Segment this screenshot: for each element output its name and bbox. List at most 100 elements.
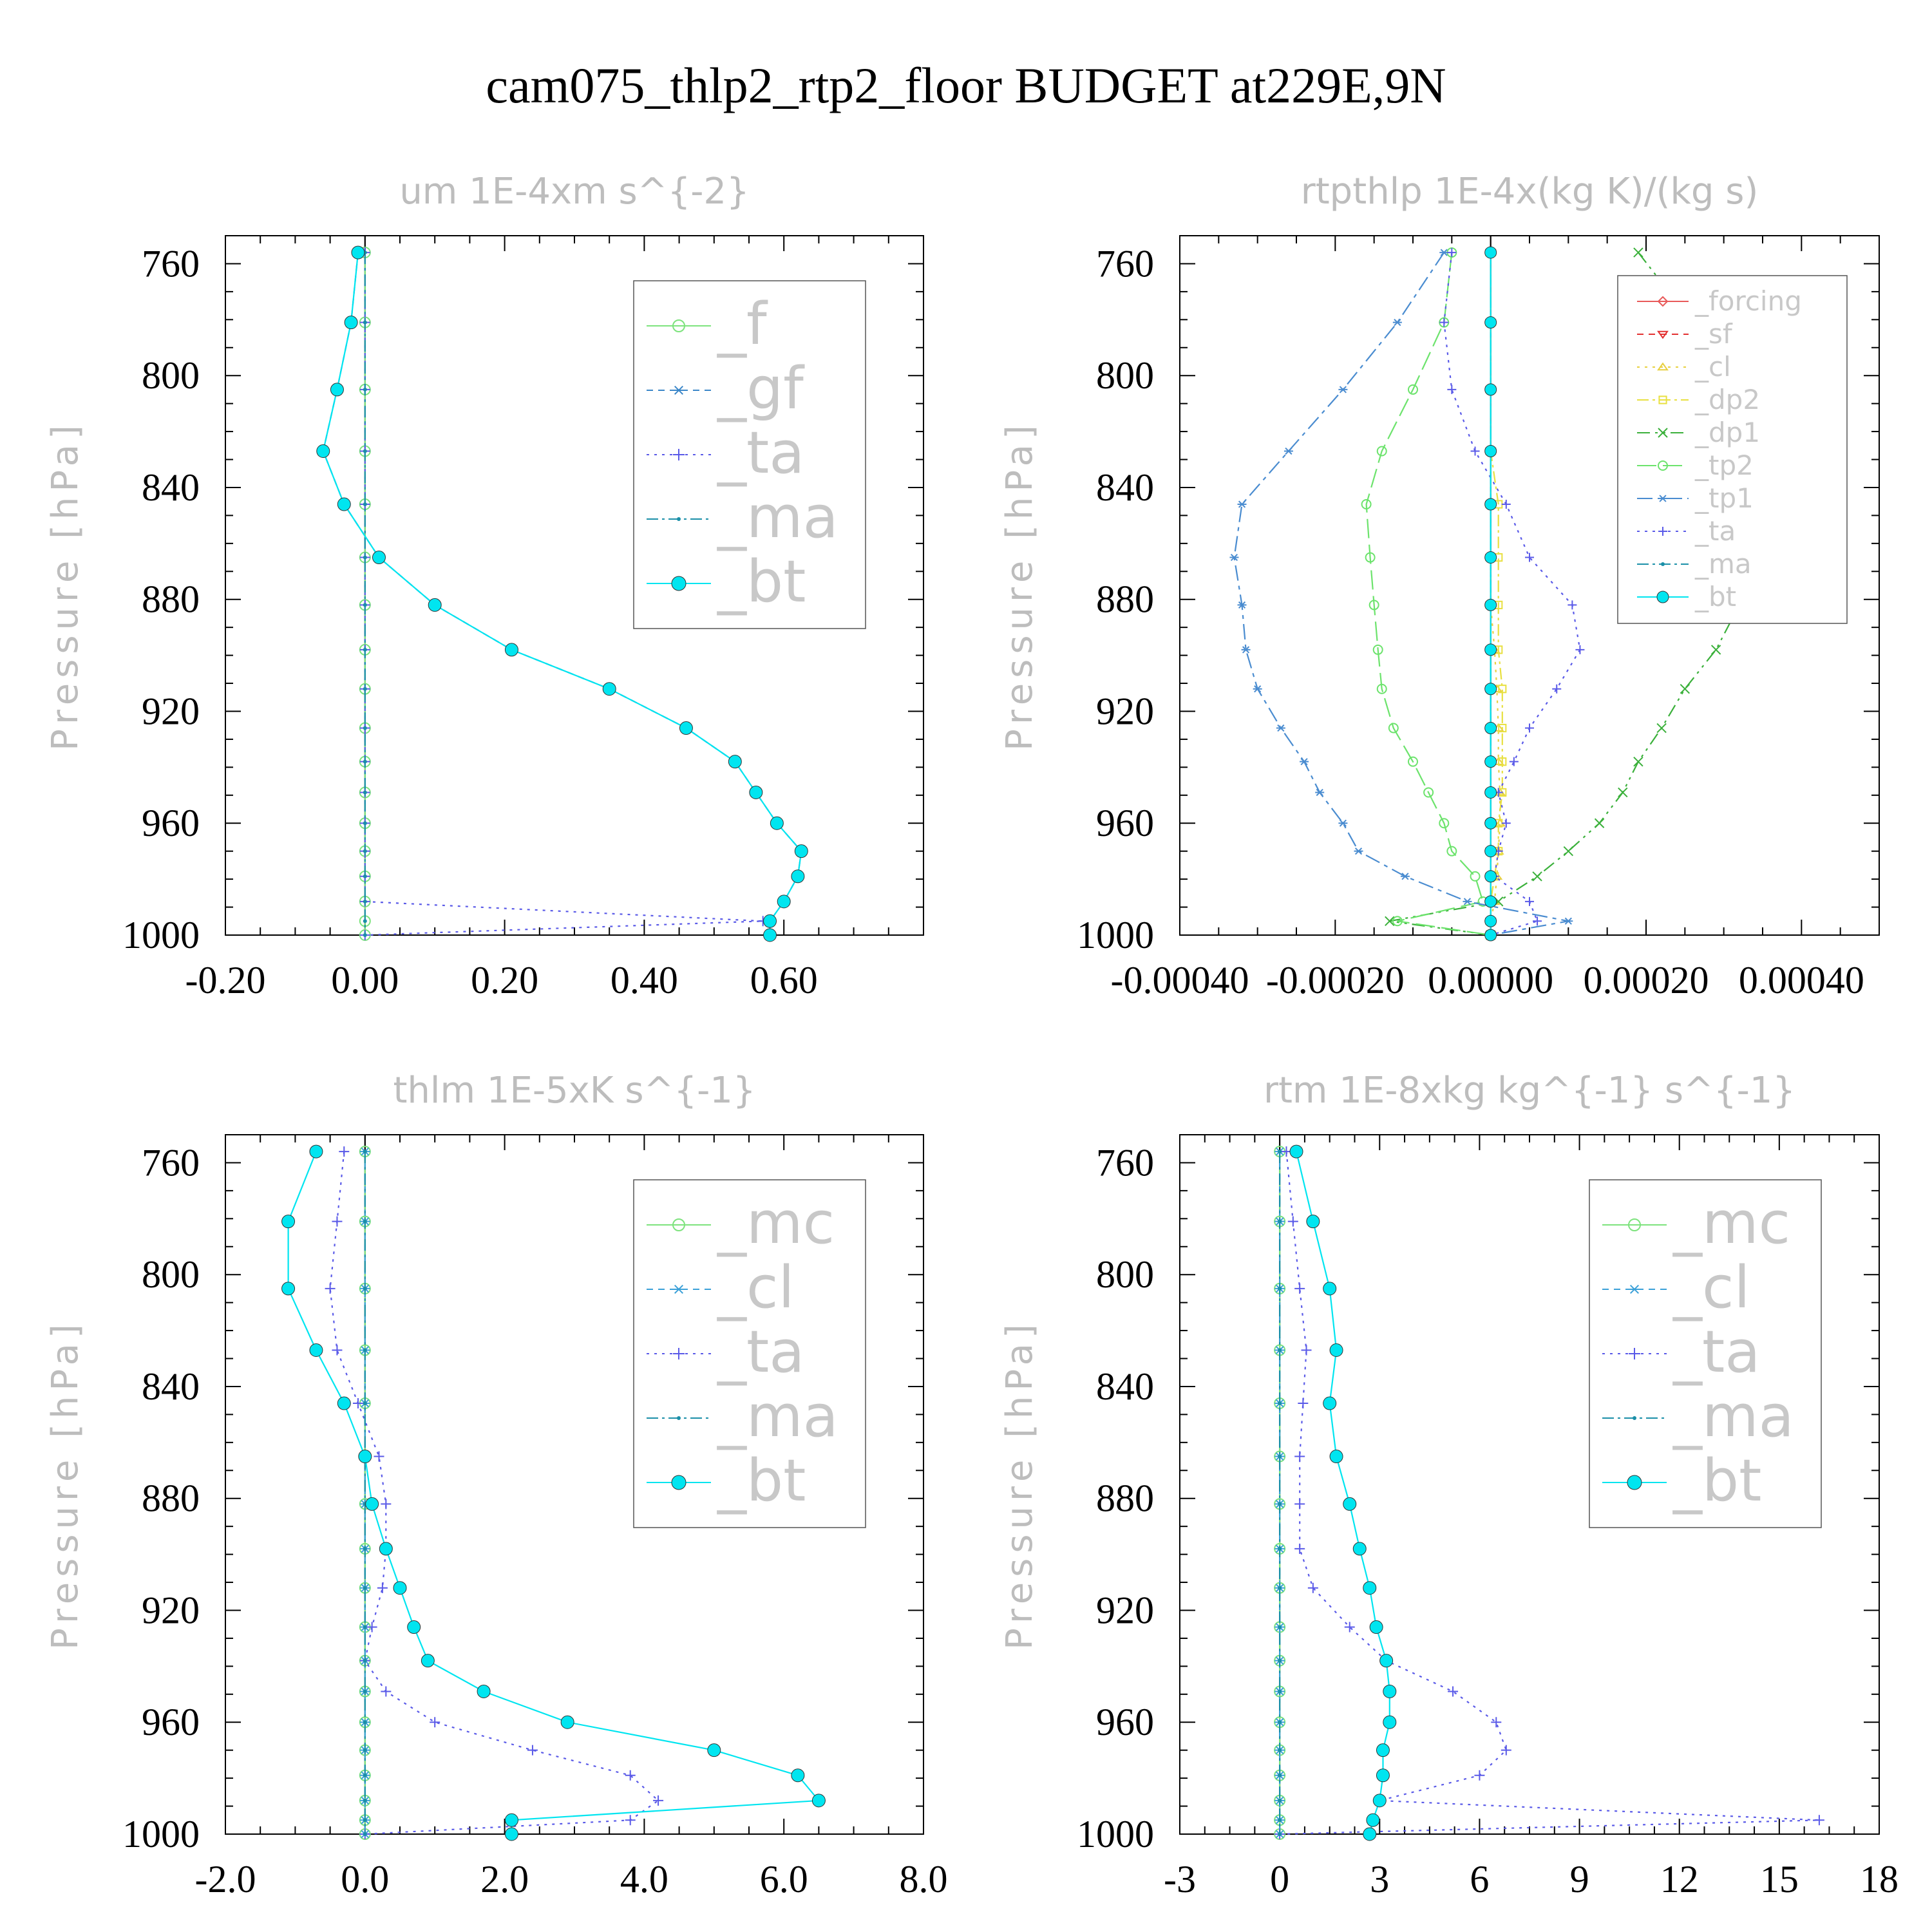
y-tick-label: 760 <box>142 1141 200 1184</box>
legend-marker <box>672 319 685 332</box>
data-point <box>407 1620 421 1634</box>
data-point <box>1278 1150 1282 1154</box>
legend-label: _ma <box>717 484 838 551</box>
y-axis-label: Pressure [hPa] <box>999 420 1041 751</box>
data-point <box>1253 685 1262 693</box>
legend-label: _mc <box>1672 1189 1790 1257</box>
data-point <box>1361 499 1372 510</box>
data-point <box>1525 723 1534 733</box>
data-point <box>358 1450 372 1464</box>
data-point <box>1369 1620 1383 1634</box>
data-point <box>1283 447 1293 455</box>
data-point <box>363 1720 367 1725</box>
data-point <box>1392 916 1403 927</box>
data-point <box>1323 1396 1337 1410</box>
legend-marker <box>1657 362 1669 371</box>
data-point <box>1408 384 1418 395</box>
data-point <box>1278 1720 1282 1725</box>
series-bt <box>1289 1144 1397 1841</box>
legend-marker <box>671 1475 687 1490</box>
data-point <box>1329 1343 1343 1357</box>
data-point <box>1532 871 1542 882</box>
data-point <box>1633 756 1643 767</box>
data-point <box>1484 817 1497 829</box>
data-point <box>363 1219 367 1224</box>
legend-label: _ta <box>717 1318 804 1386</box>
data-point <box>1315 788 1325 797</box>
data-point <box>1363 1581 1377 1595</box>
data-point <box>1300 758 1309 766</box>
x-tick-label: 0.00000 <box>1428 959 1553 1001</box>
data-point <box>1276 724 1285 732</box>
data-point <box>339 1146 350 1157</box>
data-point <box>1564 917 1573 925</box>
data-point <box>363 647 367 652</box>
data-point <box>1680 684 1690 694</box>
y-tick-label: 800 <box>1096 354 1154 397</box>
y-axis-label: Pressure [hPa] <box>44 420 86 751</box>
data-point <box>1372 644 1383 655</box>
legend-marker <box>671 576 687 591</box>
y-tick-label: 920 <box>1096 1589 1154 1631</box>
y-tick-label: 960 <box>142 1701 200 1743</box>
legend-label: _tp1 <box>1694 482 1754 514</box>
x-tick-label: 18 <box>1860 1858 1899 1900</box>
data-point <box>1448 1686 1459 1697</box>
data-point <box>393 1581 407 1595</box>
data-point <box>1525 896 1534 906</box>
data-point <box>363 1832 367 1836</box>
data-point <box>1306 1215 1320 1229</box>
legend-marker <box>1656 591 1669 603</box>
data-point <box>363 821 367 826</box>
data-point <box>1376 1743 1390 1757</box>
legend-marker <box>1657 330 1669 339</box>
data-point <box>791 1768 805 1783</box>
data-point <box>1491 1717 1502 1728</box>
data-point <box>363 726 367 730</box>
legend-label: _forcing <box>1694 285 1802 317</box>
data-point <box>1365 552 1376 563</box>
legend-label: _tp2 <box>1694 450 1754 481</box>
data-point <box>728 755 742 769</box>
series-line <box>1490 252 1501 935</box>
data-point <box>309 1343 323 1357</box>
data-point <box>1463 898 1472 905</box>
data-point <box>363 933 367 937</box>
panel-title: thlm 1E-5xK s^{-1} <box>393 1070 755 1112</box>
legend-label: _bt <box>717 1447 806 1515</box>
y-tick-label: 760 <box>1096 1141 1154 1184</box>
x-tick-label: -0.00040 <box>1111 959 1249 1001</box>
data-point <box>625 1815 636 1826</box>
legend-marker <box>1658 428 1668 438</box>
data-point <box>365 1497 379 1511</box>
x-tick-label: 0.00 <box>331 959 399 1001</box>
data-point <box>653 1795 664 1806</box>
y-tick-label: 960 <box>1096 1701 1154 1743</box>
y-tick-label: 920 <box>142 690 200 732</box>
data-point <box>1484 551 1497 564</box>
legend-box <box>1617 275 1848 624</box>
x-tick-label: 0 <box>1270 1858 1289 1900</box>
data-point <box>363 1586 367 1590</box>
data-point <box>351 245 365 260</box>
data-point <box>1484 316 1497 329</box>
data-point <box>1278 1286 1282 1291</box>
data-point <box>625 1770 636 1781</box>
data-point <box>811 1794 826 1808</box>
legend-label: _ma <box>1694 548 1752 580</box>
x-tick-label: -2.0 <box>195 1858 256 1900</box>
y-tick-label: 920 <box>142 1589 200 1631</box>
legend-marker <box>673 1348 685 1359</box>
data-point <box>325 1283 336 1294</box>
data-point <box>1301 1345 1312 1356</box>
data-point <box>1278 1748 1282 1752</box>
data-point <box>1278 1818 1282 1823</box>
legend: _forcing_sf_cl_dp2_dp1_tp2_tp1_ta_ma_bt <box>1617 275 1848 624</box>
data-point <box>1294 1543 1305 1554</box>
data-point <box>1307 1582 1318 1593</box>
legend-label: _bt <box>1694 581 1736 612</box>
data-point <box>332 1345 343 1356</box>
y-axis-label: Pressure [hPa] <box>44 1319 86 1650</box>
legend-label: _mc <box>717 1189 835 1257</box>
